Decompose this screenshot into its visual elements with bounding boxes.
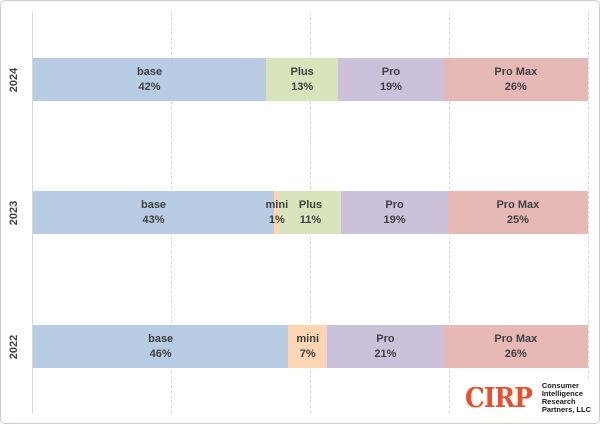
axis-label-2023: 2023: [8, 200, 20, 225]
segment-2024-plus: Plus 13%: [266, 58, 339, 101]
segment-label: Pro 19%: [383, 198, 406, 226]
segment-label: Plus 13%: [290, 65, 314, 93]
segment-2024-base: base 42%: [33, 58, 267, 101]
bar-row-2023: base 43% mini 1% Plus 11% Pro 19% Pro Max 25%: [33, 191, 588, 234]
segment-label: mini 7%: [296, 332, 320, 360]
gridline-100pct: [588, 12, 589, 413]
segment-label: base 43%: [140, 198, 167, 226]
segment-label: base 46%: [148, 332, 174, 360]
axis-label-2022: 2022: [8, 334, 20, 359]
segment-2023-plus: Plus 11%: [279, 191, 342, 234]
segment-label: Pro 19%: [379, 65, 402, 93]
cirp-logo-line: Intelligence: [541, 389, 584, 398]
cirp-logo-line: Partners, LLC: [541, 405, 591, 414]
bar-row-2024: base 42% Plus 13% Pro 19% Pro Max 26%: [33, 58, 588, 101]
bar-row-2022: base 46% mini 7% Pro 21% Pro Max 26%: [33, 325, 588, 368]
segment-2022-base: base 46%: [33, 325, 289, 368]
cirp-logo-line: Research: [541, 397, 576, 406]
segment-2022-mini: mini 7%: [288, 325, 328, 368]
segment-label: mini 1%: [265, 198, 289, 226]
segment-label: Pro 21%: [374, 332, 397, 360]
y-axis-line: [32, 12, 33, 413]
segment-label: Pro Max 25%: [496, 198, 540, 226]
segment-2024-pro: Pro 19%: [338, 58, 444, 101]
segment-2023-pro-max: Pro Max 25%: [447, 191, 588, 234]
segment-2023-pro: Pro 19%: [341, 191, 448, 234]
segment-label: base 42%: [137, 65, 163, 93]
segment-2023-mini: mini 1%: [266, 191, 288, 234]
axis-label-2024: 2024: [8, 67, 20, 92]
segment-2024-pro-max: Pro Max 26%: [443, 58, 588, 101]
segment-label: Plus 11%: [298, 198, 323, 226]
cirp-logo: CIRP Consumer Intelligence Research Partner…: [462, 381, 593, 415]
cirp-logo-text: CIRP: [464, 382, 533, 414]
cirp-logo-subtext: Consumer Intelligence Research Partners, LL…: [542, 382, 591, 414]
cirp-logo-line: Consumer: [541, 381, 579, 390]
segment-label: Pro Max 26%: [494, 332, 538, 360]
segment-label: Pro Max 26%: [494, 65, 538, 93]
plot-area: base 42% Plus 13% Pro 19% Pro Max 26% base 43% min…: [32, 12, 589, 413]
segment-2023-base: base 43%: [33, 191, 275, 234]
segment-2022-pro: Pro 21%: [327, 325, 444, 368]
segment-2022-pro-max: Pro Max 26%: [443, 325, 588, 368]
